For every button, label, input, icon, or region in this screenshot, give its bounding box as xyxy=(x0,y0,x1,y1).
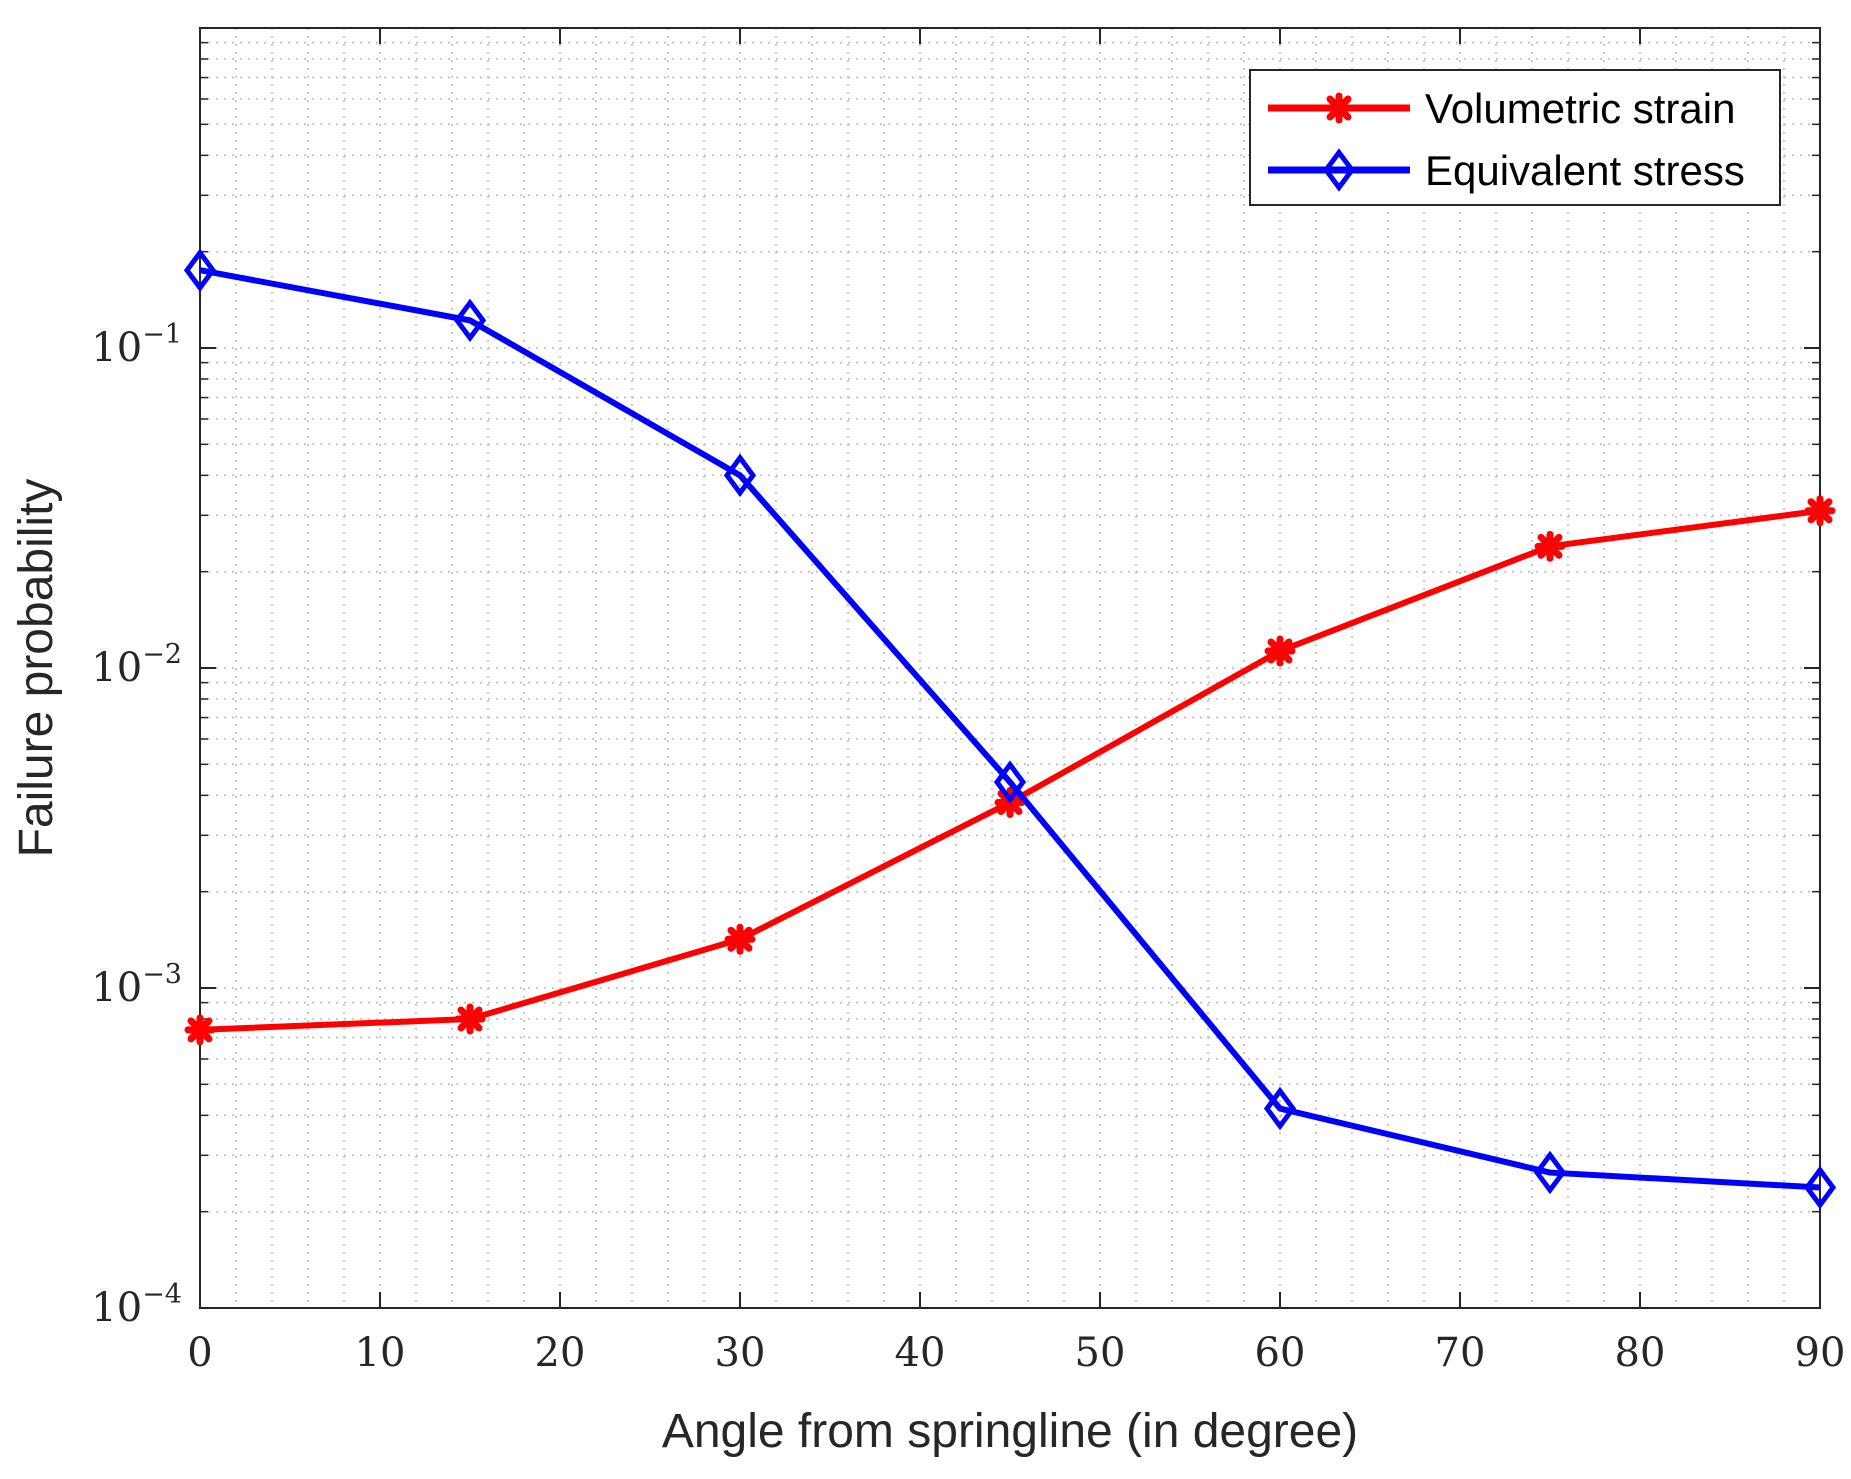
data-point-equivalent-stress xyxy=(993,760,1027,804)
legend-marker-symbol-stroke xyxy=(1326,95,1352,121)
y-tick-label: 10−4 xyxy=(91,1279,182,1331)
legend-label-equivalent-stress: Equivalent stress xyxy=(1425,147,1745,194)
legend-marker-symbol xyxy=(1322,148,1356,192)
x-tick-label: 80 xyxy=(1615,1330,1666,1376)
y-axis-title: Failure probability xyxy=(10,479,63,858)
legend-marker-equivalent-stress xyxy=(1322,148,1356,192)
legend: Volumetric strain Equivalent stress xyxy=(1249,69,1781,206)
data-point-equivalent-stress xyxy=(1263,1086,1297,1131)
x-tick-label: 60 xyxy=(1255,1330,1306,1376)
data-point-volumetric-strain xyxy=(1804,495,1836,527)
legend-marker-volumetric-strain xyxy=(1323,92,1355,124)
grid xyxy=(200,28,1820,1308)
data-point-volumetric-strain-stroke xyxy=(457,1006,483,1032)
data-point-volumetric-strain-stroke xyxy=(1537,533,1563,559)
y-tick-label: 10−2 xyxy=(91,639,182,691)
x-tick-label: 90 xyxy=(1795,1330,1846,1376)
data-point-volumetric-strain-stroke xyxy=(727,926,753,952)
x-tick-label: 40 xyxy=(895,1330,946,1376)
data-point-equivalent-stress xyxy=(453,298,487,343)
data-point-volumetric-strain xyxy=(1534,530,1566,562)
x-tick-label: 0 xyxy=(187,1330,212,1376)
legend-label-volumetric-strain: Volumetric strain xyxy=(1425,85,1735,132)
series-line-equivalent-stress xyxy=(199,267,1821,1191)
legend-marker-symbol xyxy=(1323,92,1355,124)
y-tick-label: 10−3 xyxy=(91,959,182,1011)
x-tick-label: 20 xyxy=(535,1330,586,1376)
data-point-equivalent-stress xyxy=(183,248,217,292)
x-axis-title: Angle from springline (in degree) xyxy=(662,1405,1358,1458)
data-point-volumetric-strain-stroke xyxy=(187,1017,213,1043)
data-point-equivalent-stress xyxy=(723,453,757,498)
x-tick-label: 70 xyxy=(1435,1330,1486,1376)
x-tick-label: 30 xyxy=(715,1330,766,1376)
data-point-volumetric-strain-stroke xyxy=(1807,498,1833,524)
data-point-equivalent-stress xyxy=(1533,1150,1567,1195)
data-point-volumetric-strain xyxy=(454,1003,486,1035)
y-tick-labels: 10−4 10−3 10−2 10−1 xyxy=(91,319,182,1331)
y-tick-label: 10−1 xyxy=(91,319,182,371)
data-point-volumetric-strain xyxy=(184,1014,216,1046)
data-point-volumetric-strain xyxy=(1264,635,1296,667)
x-tick-labels: 0 10 20 30 40 50 60 70 80 90 xyxy=(187,1330,1845,1376)
x-tick-label: 50 xyxy=(1075,1330,1126,1376)
series-group xyxy=(183,248,1837,1210)
data-point-volumetric-strain-stroke xyxy=(1267,638,1293,664)
data-point-volumetric-strain xyxy=(724,923,756,955)
x-tick-label: 10 xyxy=(355,1330,406,1376)
data-point-equivalent-stress xyxy=(1803,1165,1837,1210)
